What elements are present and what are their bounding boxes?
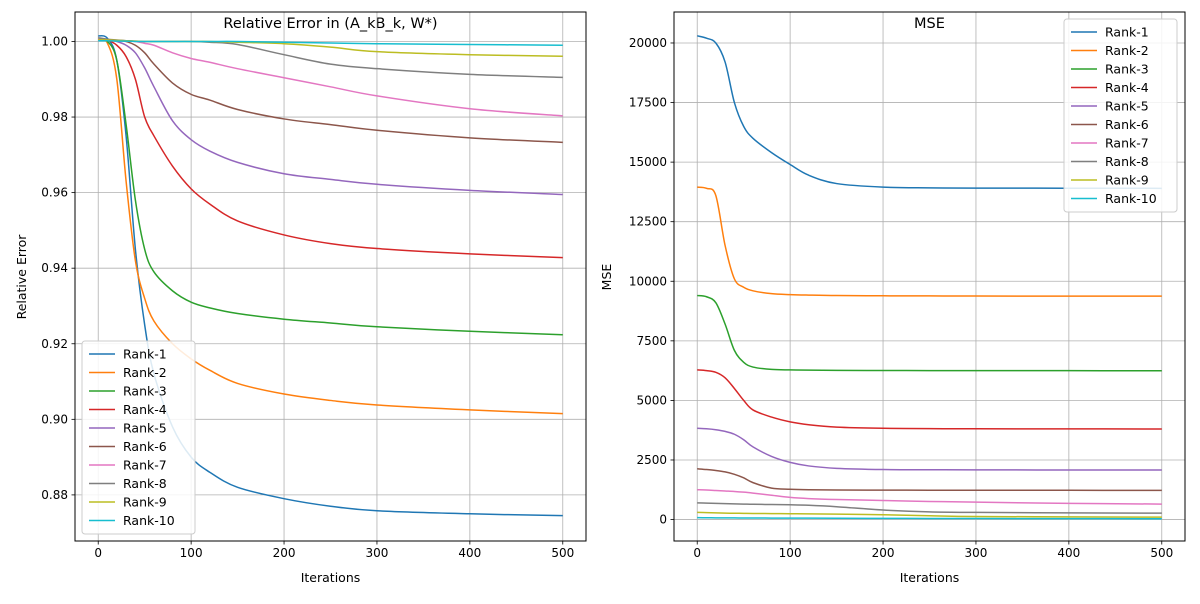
x-tick-label: 200 (273, 546, 296, 560)
x-tick-label: 100 (180, 546, 203, 560)
legend-label: Rank-3 (123, 384, 167, 399)
legend-box (81, 340, 196, 535)
legend-label: Rank-10 (1105, 191, 1157, 206)
plot-frame (673, 11, 1186, 542)
legend-label: Rank-8 (1105, 154, 1149, 169)
y-tick-label: 5000 (636, 393, 667, 407)
legend-label: Rank-5 (123, 421, 167, 436)
x-tick-label: 200 (872, 546, 895, 560)
series-line-rank-3 (98, 38, 563, 336)
y-tick-label: 15000 (629, 155, 667, 169)
x-axis-label: Iterations (900, 570, 960, 585)
legend-label: Rank-10 (123, 513, 175, 528)
series-line-rank-10 (98, 39, 563, 46)
x-axis-label: Iterations (301, 570, 361, 585)
y-tick-label: 0.98 (41, 110, 68, 124)
mse-panel: MSE Iterations MSE 0 100 200 300 400 50002500… (599, 11, 1186, 585)
legend-label: Rank-4 (1105, 80, 1149, 95)
x-tick-label: 100 (779, 546, 802, 560)
y-tick-label: 2500 (636, 453, 667, 467)
legend-label: Rank-5 (1105, 99, 1149, 114)
x-tick-label: 500 (1150, 546, 1173, 560)
plot-frame (74, 11, 587, 542)
legend-label: Rank-6 (1105, 117, 1149, 132)
x-tick-label: 400 (458, 546, 481, 560)
y-tick-label: 0.88 (41, 488, 68, 502)
y-tick-label: 0.90 (41, 412, 68, 426)
y-tick-label: 1.00 (41, 34, 68, 48)
legend-label: Rank-3 (1105, 62, 1149, 77)
series-line-rank-3 (697, 294, 1162, 372)
series-line-rank-5 (98, 38, 563, 196)
y-axis-label: Relative Error (14, 234, 29, 320)
legend-label: Rank-7 (1105, 136, 1149, 151)
y-tick-label: 7500 (636, 334, 667, 348)
legend-label: Rank-1 (123, 347, 167, 362)
legend-label: Rank-4 (123, 402, 167, 417)
series-line-rank-7 (697, 489, 1162, 505)
x-tick-label: 0 (94, 546, 102, 560)
x-tick-label: 300 (965, 546, 988, 560)
y-tick-label: 0.92 (41, 337, 68, 351)
series-line-rank-9 (697, 511, 1162, 518)
y-tick-label: 10000 (629, 274, 667, 288)
y-tick-label: 12500 (629, 215, 667, 229)
legend-box (1063, 18, 1178, 213)
series-line-rank-6 (697, 468, 1162, 492)
series-line-rank-10 (697, 516, 1162, 520)
legend-label: Rank-9 (123, 495, 167, 510)
legend-label: Rank-2 (1105, 43, 1149, 58)
y-tick-label: 20000 (629, 36, 667, 50)
x-tick-label: 400 (1057, 546, 1080, 560)
legend-label: Rank-1 (1105, 25, 1149, 40)
y-tick-label: 0 (659, 513, 667, 527)
chart-title: MSE (914, 16, 945, 32)
series-line-rank-8 (697, 502, 1162, 514)
y-tick-label: 17500 (629, 96, 667, 110)
x-tick-label: 300 (366, 546, 389, 560)
series-line-rank-4 (697, 369, 1162, 430)
x-tick-label: 500 (551, 546, 574, 560)
legend-label: Rank-2 (123, 365, 167, 380)
relative-error-panel: Relative Error in (A_kB_k, W*) Iteration… (14, 11, 587, 585)
y-tick-label: 0.94 (41, 261, 68, 275)
series-line-rank-4 (98, 38, 563, 259)
series-line-rank-1 (697, 35, 1162, 190)
series-line-rank-5 (697, 427, 1162, 471)
legend-label: Rank-6 (123, 439, 167, 454)
y-axis-label: MSE (599, 264, 614, 291)
series-line-rank-2 (697, 186, 1162, 297)
legend-label: Rank-9 (1105, 173, 1149, 188)
legend-label: Rank-8 (123, 476, 167, 491)
x-tick-label: 0 (693, 546, 701, 560)
chart-title: Relative Error in (A_kB_k, W*) (223, 16, 437, 32)
y-tick-label: 0.96 (41, 186, 68, 200)
legend-label: Rank-7 (123, 458, 167, 473)
